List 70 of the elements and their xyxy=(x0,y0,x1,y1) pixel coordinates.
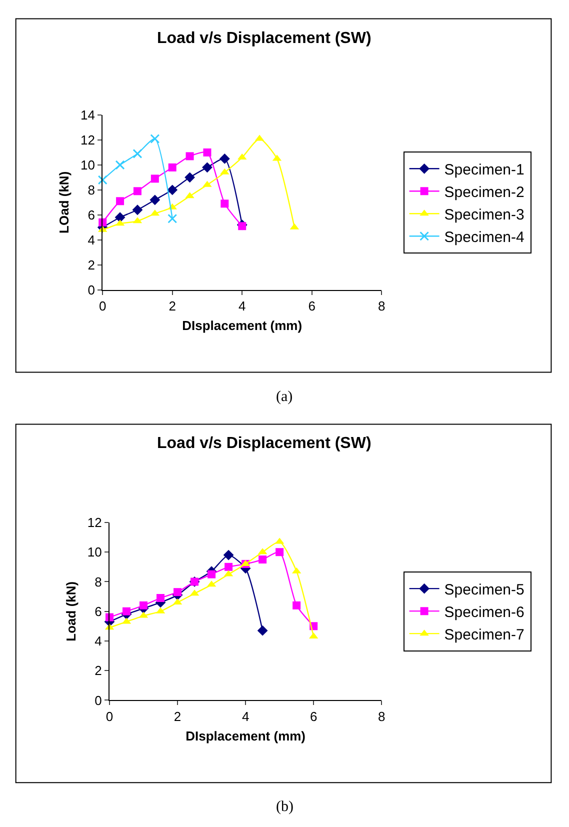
y-tick-label: 8 xyxy=(94,574,102,590)
x-axis-title: DIsplacement (mm) xyxy=(182,318,302,333)
y-tick-label: 10 xyxy=(80,157,95,172)
x-tick-label: 8 xyxy=(378,708,386,724)
legend-label: Specimen-6 xyxy=(444,604,524,621)
y-tick-label: 12 xyxy=(87,515,102,530)
point xyxy=(174,588,182,596)
y-tick-label: 0 xyxy=(94,692,102,708)
point xyxy=(238,222,246,230)
point xyxy=(132,204,143,216)
legend-label: Specimen-3 xyxy=(444,206,524,224)
x-tick-label: 4 xyxy=(242,708,250,724)
y-tick-label: 12 xyxy=(80,132,95,148)
point xyxy=(156,594,165,602)
x-tick-label: 4 xyxy=(238,298,246,314)
x-tick-label: 0 xyxy=(106,708,114,724)
point xyxy=(116,197,124,206)
y-tick-label: 10 xyxy=(87,544,102,560)
y-axis-title: Load (kN) xyxy=(63,581,78,642)
chart-title: Load v/s Displacement (SW) xyxy=(157,30,372,47)
y-tick-label: 8 xyxy=(88,182,95,198)
point xyxy=(168,214,178,224)
y-tick-label: 14 xyxy=(80,108,95,123)
point xyxy=(223,550,234,560)
point xyxy=(203,148,212,156)
point xyxy=(150,194,160,206)
x-tick-label: 2 xyxy=(174,708,182,724)
point xyxy=(219,153,230,164)
point xyxy=(276,548,284,556)
point xyxy=(257,625,268,636)
point xyxy=(258,556,267,564)
legend-label: Specimen-7 xyxy=(444,626,524,644)
y-tick-label: 0 xyxy=(88,282,95,298)
point xyxy=(208,570,216,578)
y-tick-label: 2 xyxy=(94,663,102,678)
chart-title: Load v/s Displacement (SW) xyxy=(157,435,372,452)
point xyxy=(115,160,125,170)
x-tick-label: 6 xyxy=(308,298,316,314)
point xyxy=(168,163,176,172)
x-axis-title: DIsplacement (mm) xyxy=(186,728,306,744)
point xyxy=(224,562,233,571)
x-tick-label: 6 xyxy=(310,708,318,724)
point xyxy=(292,601,301,610)
text: (a) xyxy=(276,389,293,405)
point xyxy=(98,175,108,185)
point xyxy=(122,607,131,616)
y-tick-label: 4 xyxy=(94,634,102,649)
legend-label: Specimen-2 xyxy=(444,184,524,201)
x-tick-label: 2 xyxy=(168,298,176,314)
point xyxy=(150,174,159,183)
legend-label: Specimen-1 xyxy=(444,161,524,178)
point xyxy=(132,148,142,158)
legend-label: Specimen-4 xyxy=(444,228,524,246)
legend-label: Specimen-5 xyxy=(444,581,524,598)
point xyxy=(140,601,148,610)
y-tick-label: 6 xyxy=(94,604,102,619)
point xyxy=(114,212,126,223)
point xyxy=(184,172,195,183)
x-tick-label: 8 xyxy=(378,298,386,314)
point xyxy=(133,187,142,196)
y-tick-label: 2 xyxy=(88,257,95,272)
point xyxy=(202,162,212,173)
point xyxy=(150,134,160,144)
text: (b) xyxy=(276,799,294,815)
point xyxy=(186,152,194,160)
point xyxy=(167,184,178,196)
y-tick-label: 6 xyxy=(88,207,95,222)
point xyxy=(220,200,229,208)
y-tick-label: 4 xyxy=(88,232,95,248)
y-axis-title: LOad (kN) xyxy=(56,171,72,234)
